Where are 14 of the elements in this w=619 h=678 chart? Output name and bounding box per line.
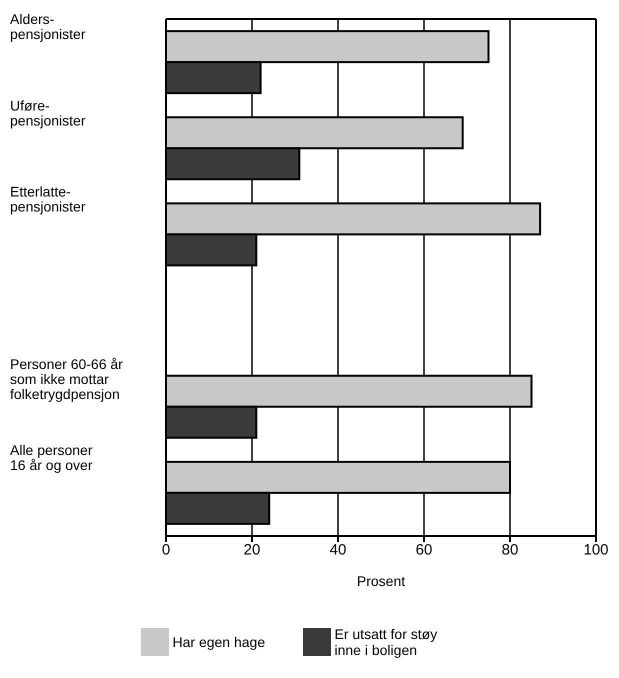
x-tick-label: 20: [244, 542, 260, 559]
x-tick-label: 40: [330, 542, 346, 559]
y-tick-label: Alders- pensjonister: [10, 11, 86, 42]
x-axis-title: Prosent: [356, 573, 406, 589]
x-tick-label: 80: [502, 542, 518, 559]
x-tick-label: 0: [162, 542, 170, 559]
legend-label: Er utsatt for støy inne i boligen: [334, 626, 438, 658]
y-tick-label: Alle personer 16 år og over: [10, 442, 93, 473]
y-tick-label: Personer 60-66 år som ikke mottar folketrygdpensjon: [10, 356, 124, 402]
y-tick-label: Etterlatte- pensjonister: [10, 183, 86, 214]
legend-label: Har egen hage: [172, 634, 266, 650]
y-tick-label: Uføre- pensjonister: [10, 97, 86, 128]
x-tick-label: 100: [583, 542, 609, 559]
x-tick-label: 60: [416, 542, 432, 559]
